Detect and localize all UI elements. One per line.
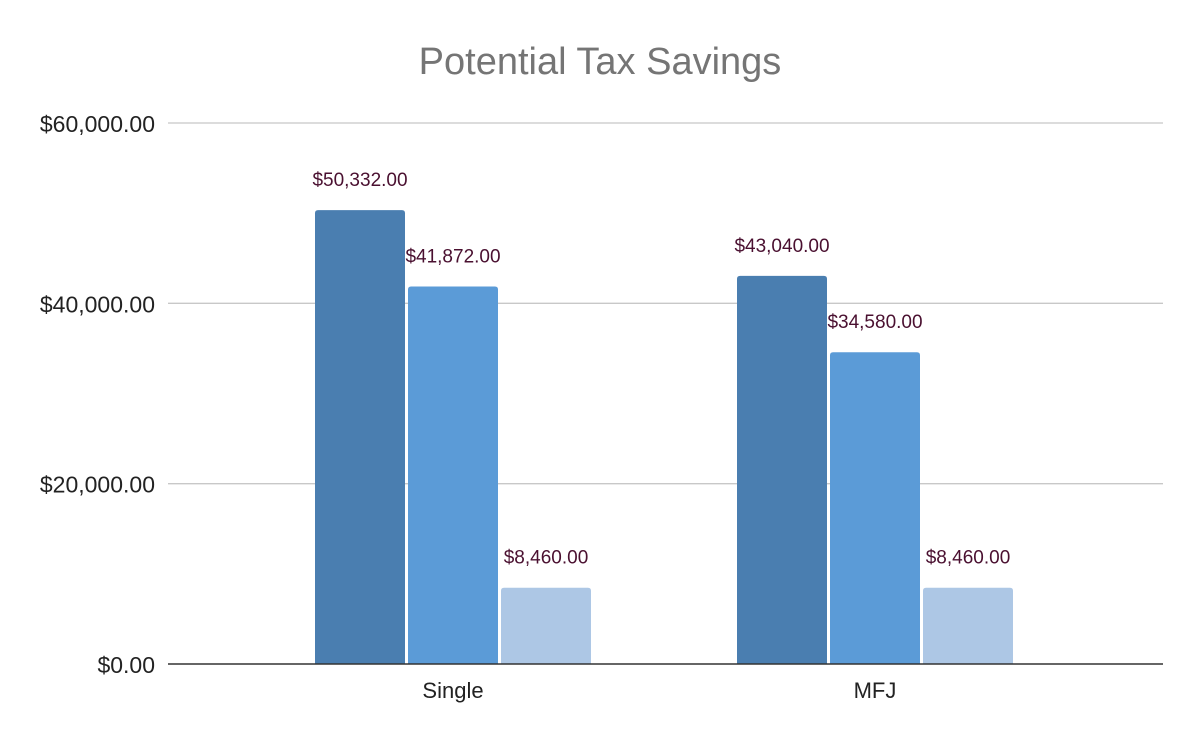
data-label: $41,872.00: [405, 246, 500, 267]
bar: [830, 352, 920, 664]
data-label: $8,460.00: [504, 548, 589, 569]
data-label: $50,332.00: [312, 170, 407, 191]
bar: [501, 587, 591, 664]
bar: [315, 210, 405, 664]
chart-title: Potential Tax Savings: [419, 41, 782, 83]
bar: [408, 286, 498, 664]
data-label: $43,040.00: [734, 236, 829, 257]
data-labels: $50,332.00 $41,872.00 $8,460.00 $43,040.00 $…: [312, 170, 1010, 569]
bar: [923, 587, 1013, 664]
data-label: $34,580.00: [827, 312, 922, 333]
y-tick-label: $20,000.00: [40, 472, 155, 498]
bars: [315, 210, 1013, 664]
x-tick-label: MFJ: [854, 678, 897, 703]
bar: [737, 275, 827, 664]
y-tick-label: $40,000.00: [40, 291, 155, 317]
data-label: $8,460.00: [926, 548, 1011, 569]
x-tick-label: Single: [422, 678, 483, 703]
y-axis-tick-labels: $0.00 $20,000.00 $40,000.00 $60,000.00: [40, 111, 155, 678]
x-axis-tick-labels: Single MFJ: [422, 678, 896, 703]
y-tick-label: $60,000.00: [40, 111, 155, 137]
y-tick-label: $0.00: [97, 652, 155, 678]
